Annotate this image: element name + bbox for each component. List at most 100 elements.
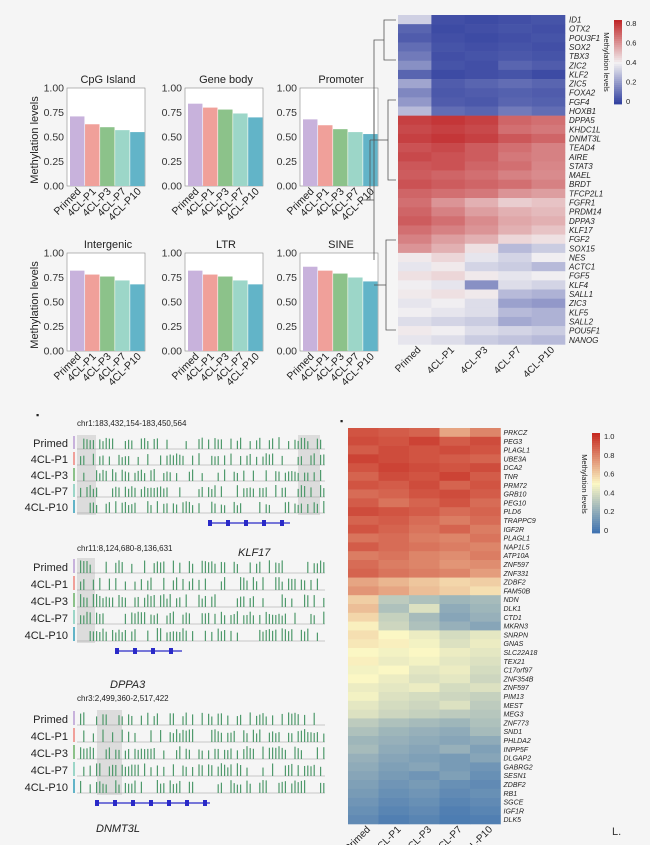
- methylation-tick: [179, 597, 181, 607]
- heat-cell: [498, 207, 532, 217]
- heat-cell: [348, 489, 379, 499]
- heat-cell: [498, 24, 532, 34]
- heat-cell: [464, 262, 499, 272]
- heat-cell: [409, 516, 440, 526]
- heat-cell: [348, 428, 379, 438]
- methylation-tick: [272, 453, 274, 465]
- heat-cell: [398, 298, 432, 309]
- methylation-tick: [230, 764, 232, 776]
- methylation-tick: [115, 501, 117, 513]
- methylation-tick: [220, 782, 222, 793]
- heat-cell: [348, 586, 379, 596]
- methylation-tick: [131, 764, 133, 776]
- methylation-tick: [307, 628, 309, 641]
- methylation-tick: [105, 749, 107, 759]
- methylation-tick: [281, 713, 283, 725]
- methylation-tick: [128, 766, 130, 776]
- methylation-tick: [96, 594, 98, 607]
- bar-4CL-P3: [100, 127, 115, 186]
- methylation-tick: [99, 577, 101, 590]
- methylation-tick: [131, 486, 133, 497]
- row-label-NES: NES: [569, 253, 586, 262]
- methylation-tick: [284, 765, 286, 776]
- heat-cell: [464, 170, 499, 180]
- methylation-tick: [281, 628, 283, 641]
- methylation-tick: [275, 485, 277, 497]
- methylation-tick: [297, 440, 299, 449]
- sample-color-tick: [73, 436, 75, 449]
- methylation-tick: [83, 597, 85, 607]
- methylation-tick: [156, 487, 158, 497]
- legend-swatch: [592, 517, 600, 520]
- row-label-HOXB1: HOXB1: [569, 107, 596, 116]
- legend-swatch: [592, 481, 600, 484]
- heat-cell: [498, 15, 532, 25]
- methylation-tick: [86, 561, 88, 573]
- row-label-IGF2R: IGF2R: [504, 527, 525, 534]
- track-sample-label: 4CL-P1: [31, 454, 68, 466]
- methylation-tick: [83, 438, 85, 449]
- heat-cell: [498, 198, 532, 208]
- heat-cell: [409, 436, 440, 446]
- methylation-tick: [124, 441, 126, 449]
- methylation-tick: [102, 613, 104, 624]
- methylation-tick: [256, 581, 258, 590]
- methylation-tick: [208, 713, 210, 725]
- heat-cell: [439, 665, 471, 675]
- heat-cell: [409, 551, 440, 561]
- methylation-tick: [294, 612, 296, 624]
- heat-cell: [464, 234, 499, 245]
- methylation-tick: [217, 784, 219, 793]
- methylation-tick: [284, 749, 286, 759]
- heat-cell: [378, 788, 410, 798]
- methylation-tick: [115, 578, 117, 590]
- gene-exon: [113, 800, 117, 806]
- panel-mark: ▪: [36, 410, 39, 420]
- methylation-tick: [128, 714, 130, 725]
- methylation-tick: [320, 766, 322, 776]
- heat-cell: [470, 674, 501, 684]
- gene-exon: [185, 800, 189, 806]
- heat-cell: [431, 79, 466, 89]
- heat-cell: [439, 498, 471, 508]
- methylation-tick: [124, 613, 126, 624]
- heat-cell: [498, 216, 532, 226]
- methylation-tick: [217, 731, 219, 742]
- legend-swatch: [592, 509, 600, 512]
- row-label-TNR: TNR: [504, 474, 518, 481]
- methylation-tick: [300, 730, 302, 742]
- heat-cell: [498, 271, 532, 281]
- methylation-tick: [188, 561, 190, 573]
- methylation-tick: [240, 784, 242, 793]
- methylation-tick: [288, 578, 290, 590]
- col-label: 4CL-P3: [402, 824, 434, 845]
- row-label-NAP1L5: NAP1L5: [504, 544, 530, 551]
- methylation-tick: [96, 631, 98, 641]
- methylation-tick: [310, 487, 312, 497]
- methylation-tick: [236, 750, 238, 759]
- heat-cell: [439, 436, 471, 446]
- methylation-tick: [236, 564, 238, 573]
- methylation-tick: [115, 764, 117, 776]
- methylation-tick: [243, 749, 245, 759]
- track-sample-label: 4CL-P7: [31, 486, 68, 498]
- row-label-AIRE: AIRE: [568, 153, 588, 162]
- heat-cell: [464, 335, 499, 345]
- methylation-tick: [224, 562, 226, 573]
- bar-chart-ltr: LTR0.000.250.500.751.00Primed4CL-P14CL-P…: [162, 239, 264, 388]
- heat-cell: [378, 586, 410, 596]
- methylation-tick: [134, 613, 136, 624]
- heat-cell: [470, 507, 501, 517]
- methylation-tick: [291, 578, 293, 590]
- methylation-tick: [185, 630, 187, 641]
- methylation-tick: [291, 471, 293, 481]
- methylation-tick: [297, 782, 299, 793]
- methylation-tick: [140, 612, 142, 624]
- methylation-tick: [310, 455, 312, 465]
- methylation-tick: [102, 469, 104, 481]
- col-label: 4CL-P1: [425, 344, 457, 376]
- methylation-tick: [240, 503, 242, 513]
- methylation-tick: [214, 594, 216, 607]
- methylation-tick: [233, 561, 235, 573]
- row-label-RB1: RB1: [504, 791, 518, 798]
